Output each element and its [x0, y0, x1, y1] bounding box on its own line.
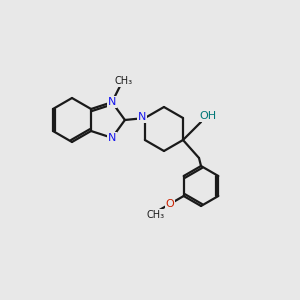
Text: CH₃: CH₃ [115, 76, 133, 86]
Text: O: O [166, 199, 174, 209]
Text: N: N [108, 133, 116, 143]
Text: N: N [108, 97, 116, 107]
Text: OH: OH [200, 111, 217, 121]
Text: N: N [138, 112, 146, 122]
Text: CH₃: CH₃ [147, 210, 165, 220]
